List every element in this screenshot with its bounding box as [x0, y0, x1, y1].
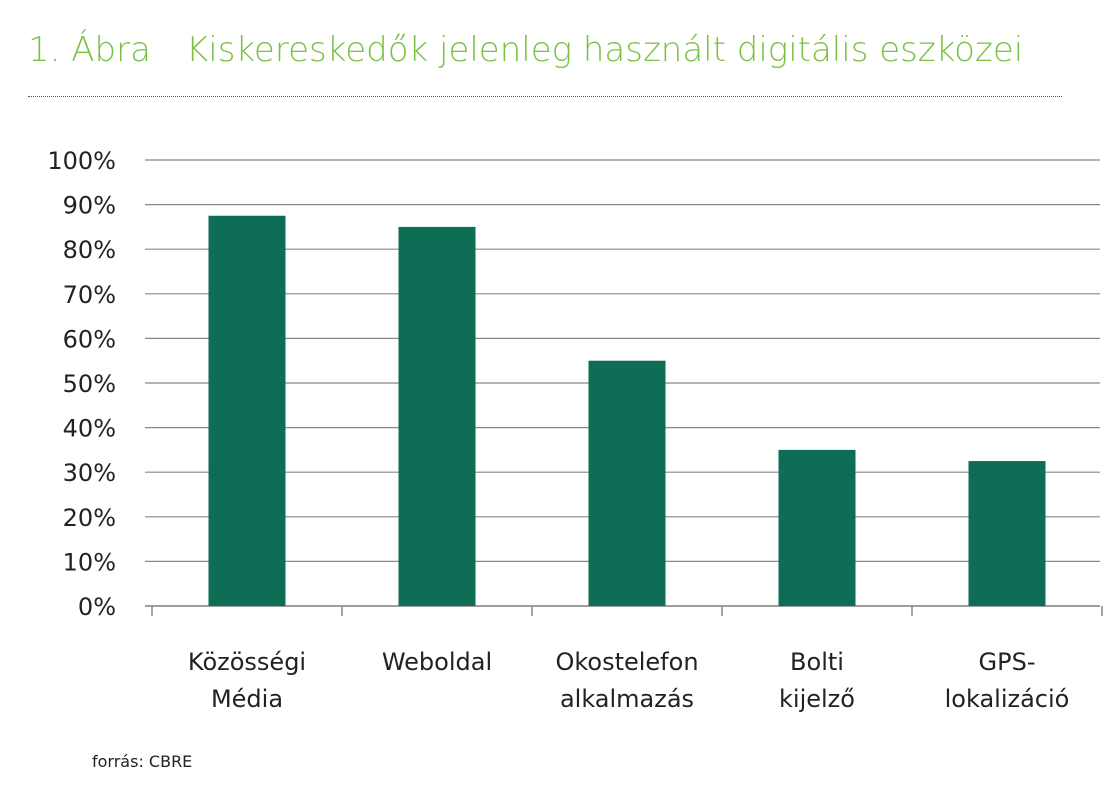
- category-label: Weboldal: [382, 648, 492, 676]
- y-tick-label: 20%: [63, 504, 116, 532]
- category-label: alkalmazás: [560, 685, 694, 713]
- y-tick-label: 70%: [63, 281, 116, 309]
- y-tick-label: 100%: [47, 147, 116, 175]
- category-label: Média: [211, 685, 283, 713]
- y-tick-label: 10%: [63, 548, 116, 576]
- category-label: GPS-: [979, 648, 1036, 676]
- y-tick-label: 30%: [63, 459, 116, 487]
- category-label: kijelző: [779, 685, 855, 713]
- bar: [778, 449, 856, 606]
- y-tick-label: 50%: [63, 370, 116, 398]
- bar: [588, 360, 666, 606]
- category-label: Bolti: [790, 648, 844, 676]
- y-tick-label: 80%: [63, 236, 116, 264]
- figure-number: 1. Ábra: [28, 30, 151, 70]
- bar: [968, 461, 1046, 606]
- chart-title: Kiskereskedők jelenleg használt digitáli…: [186, 30, 1024, 70]
- y-tick-label: 60%: [63, 325, 116, 353]
- y-tick-label: 40%: [63, 415, 116, 443]
- y-tick-label: 90%: [63, 192, 116, 220]
- category-label: Okostelefon: [555, 648, 698, 676]
- source-note: forrás: CBRE: [92, 752, 193, 771]
- bar: [398, 226, 476, 606]
- y-tick-label: 0%: [78, 593, 116, 621]
- bar: [208, 215, 286, 606]
- header-divider: [28, 96, 1062, 97]
- category-label: lokalizáció: [945, 685, 1070, 713]
- figure-header: 1. Ábra Kiskereskedők jelenleg használt …: [28, 26, 1068, 86]
- category-label: Közösségi: [188, 648, 306, 676]
